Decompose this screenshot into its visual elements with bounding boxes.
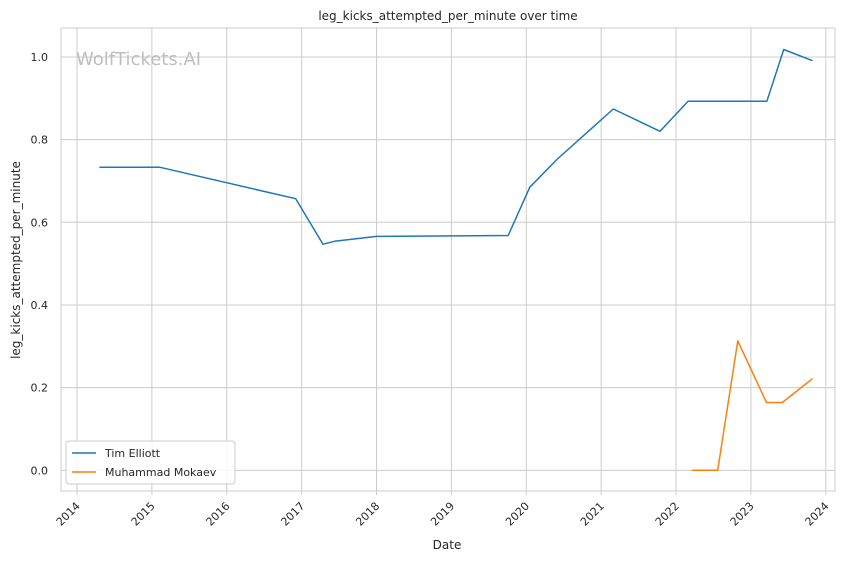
- y-tick-label-0: 0.0: [31, 464, 49, 477]
- x-tick-label-3: 2017: [278, 500, 307, 529]
- x-tick-label-2: 2016: [204, 500, 233, 529]
- y-tick-label-5: 1.0: [31, 51, 49, 64]
- legend: Tim Elliott Muhammad Mokaev: [65, 440, 236, 485]
- plot-background: [61, 28, 835, 491]
- series-lines: [99, 48, 813, 472]
- series-line-1: [99, 48, 813, 245]
- x-tick-label-10: 2024: [803, 500, 832, 529]
- x-tick-label-4: 2018: [353, 500, 382, 529]
- x-tick-label-7: 2021: [578, 500, 607, 529]
- y-axis-title: leg_kicks_attempted_per_minute: [9, 161, 23, 359]
- y-tick-label-4: 0.8: [31, 134, 49, 147]
- x-tick-label-0: 2014: [54, 500, 83, 529]
- chart-title: leg_kicks_attempted_per_minute over time: [318, 9, 577, 23]
- legend-label-series-2: Muhammad Mokaev: [105, 466, 217, 479]
- y-tick-label-1: 0.2: [31, 382, 49, 395]
- y-axis-ticks: 0.0 0.2 0.4 0.6 0.8 1.0: [31, 51, 49, 477]
- x-tick-label-5: 2019: [428, 500, 457, 529]
- legend-label-series-1: Tim Elliott: [104, 447, 161, 460]
- x-tick-label-8: 2022: [653, 500, 682, 529]
- legend-box: [65, 440, 236, 485]
- x-axis-ticks: 2014 2015 2016 2017 2018 2019 2020 2021 2022 2023…: [54, 491, 832, 529]
- y-tick-label-2: 0.4: [31, 299, 49, 312]
- y-tick-label-3: 0.6: [31, 216, 49, 229]
- series-line-2: [691, 340, 813, 472]
- x-tick-label-9: 2023: [728, 500, 757, 529]
- plot-frame: [60, 27, 836, 492]
- x-axis-title: Date: [433, 538, 462, 552]
- x-tick-label-6: 2020: [503, 500, 532, 529]
- x-tick-label-1: 2015: [129, 500, 158, 529]
- watermark: WolfTickets.AI: [76, 49, 201, 70]
